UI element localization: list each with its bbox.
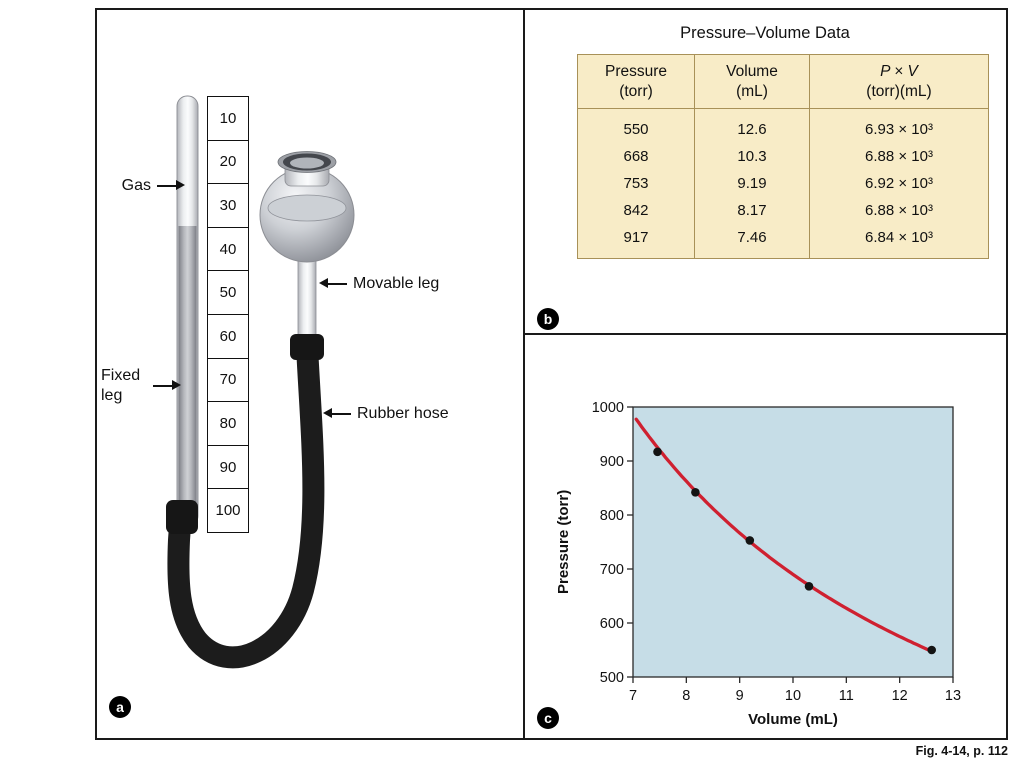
bulb-opening-mercury: [290, 157, 324, 169]
header-line: Volume: [726, 63, 778, 80]
table-row: 550 12.6 6.93 × 10³: [578, 108, 989, 144]
scale-mark: 20: [208, 139, 248, 184]
scale-mark: 10: [219, 109, 237, 127]
figure-frame: 10 20 30 40 50 60 70 80 90 100 Gas Fixed…: [95, 8, 1008, 740]
table-row: 917 7.46 6.84 × 10³: [578, 224, 989, 259]
table-row: 842 8.17 6.88 × 10³: [578, 197, 989, 225]
panel-apparatus: 10 20 30 40 50 60 70 80 90 100 Gas Fixed…: [97, 10, 523, 738]
scale-mark: 90: [208, 444, 248, 489]
table-cell: 842: [623, 202, 649, 220]
table-cell: 6.88 × 10³: [809, 143, 989, 171]
x-tick-label: 12: [892, 688, 908, 704]
header-line: (mL): [736, 83, 768, 101]
table-cell: 12.6: [694, 108, 810, 144]
rubber-hose-label-text: Rubber hose: [357, 405, 449, 422]
right-column: Pressure–Volume Data Pressure (torr) Vol…: [523, 10, 1006, 738]
data-point: [653, 447, 662, 457]
table-cell: 6.92 × 10³: [809, 170, 989, 198]
x-tick-label: 9: [736, 688, 744, 704]
plot-area: [632, 406, 954, 678]
header-line: P × V: [880, 63, 918, 80]
table-row: 668 10.3 6.88 × 10³: [578, 143, 989, 171]
left-arrow-icon: [323, 407, 351, 420]
y-axis-title: Pressure (torr): [555, 489, 572, 595]
panel-c-badge: c: [537, 707, 559, 729]
header-line: (torr)(mL): [866, 83, 932, 101]
data-point: [804, 582, 814, 591]
table-cell: 9.19: [694, 170, 810, 198]
scale-mark: 50: [208, 270, 248, 314]
data-point: [691, 488, 700, 497]
rubber-hose-label: Rubber hose: [323, 404, 449, 424]
table-cell: 10.3: [694, 143, 810, 171]
pressure-volume-table: Pressure (torr) Volume (mL) P × V (torr)…: [577, 54, 989, 260]
table-cell: 917: [623, 229, 649, 247]
x-tick-label: 11: [839, 688, 854, 704]
gas-label: Gas: [103, 176, 185, 196]
hose-connector-bottom: [166, 500, 198, 534]
header-line: Pressure: [604, 63, 668, 80]
pressure-header: Pressure (torr): [577, 54, 695, 110]
pv-curve: [634, 417, 934, 653]
data-point: [927, 645, 936, 655]
y-tick-label: 900: [600, 454, 624, 470]
pv-chart: 500 600 700 800 900 1000 7 8 9 10 11 12 13: [592, 400, 961, 704]
movable-leg-label: Movable leg: [319, 274, 440, 294]
j-tube-apparatus-drawing: [166, 95, 355, 669]
table-cell: 7.46: [694, 224, 810, 259]
table-cell: 6.88 × 10³: [809, 197, 989, 225]
table-cell: 753: [623, 175, 649, 193]
table-title: Pressure–Volume Data: [680, 24, 850, 42]
table-cell: 668: [623, 148, 649, 166]
panel-pv-plot: Pressure (torr) 500 600 700 800 900 1000 7 8 9 10…: [525, 335, 1006, 738]
header-line: (torr): [619, 83, 653, 101]
scale-mark: 70: [208, 357, 248, 402]
right-arrow-icon: [157, 179, 185, 192]
table-cell: 6.93 × 10³: [809, 108, 989, 144]
x-tick-label: 8: [682, 688, 690, 704]
y-tick-label: 1000: [592, 400, 624, 416]
scale-mark: 80: [208, 401, 248, 445]
y-tick-label: 600: [600, 616, 624, 632]
scale-mark: 100: [208, 488, 248, 532]
panel-b-badge: b: [537, 308, 559, 330]
hose-connector-top: [290, 334, 324, 360]
table-cell: 6.84 × 10³: [809, 224, 989, 259]
panel-a-badge: a: [109, 696, 131, 718]
movable-leg-label-text: Movable leg: [353, 275, 440, 292]
table-body: 550 12.6 6.93 × 10³ 668 10.3 6.88 × 10³ …: [578, 108, 989, 259]
left-arrow-icon: [319, 277, 347, 290]
bulb-mercury-surface: [267, 194, 347, 222]
table-cell: 8.17: [694, 197, 810, 225]
scale-mark: 60: [208, 313, 248, 358]
table-cell: 550: [623, 121, 649, 139]
pv-product-header: P × V (torr)(mL): [809, 54, 989, 110]
data-point: [745, 536, 755, 545]
x-tick-label: 13: [945, 688, 961, 704]
gas-label-text: Gas: [121, 177, 151, 194]
y-tick-label: 500: [600, 670, 624, 686]
y-tick-label: 800: [600, 508, 624, 524]
panel-data-table: Pressure–Volume Data Pressure (torr) Vol…: [525, 10, 1006, 335]
x-axis-title: Volume (mL): [748, 711, 838, 728]
volume-header: Volume (mL): [694, 54, 810, 110]
scale-mark: 30: [208, 183, 248, 227]
x-tick-label: 10: [785, 688, 801, 704]
x-tick-label: 7: [629, 688, 637, 704]
scale-mark: 40: [208, 226, 248, 271]
y-tick-label: 700: [600, 562, 624, 578]
mercury-column: [178, 226, 197, 508]
table-header: Pressure (torr) Volume (mL) P × V (torr)…: [577, 54, 989, 110]
table-row: 753 9.19 6.92 × 10³: [578, 170, 989, 198]
figure-caption: Fig. 4-14, p. 112: [915, 744, 1008, 758]
right-arrow-icon: [153, 379, 181, 392]
fixed-leg-label-text: Fixed leg: [101, 367, 141, 404]
movable-leg-stem: [297, 257, 317, 347]
fixed-leg-label: Fixed leg: [101, 366, 181, 406]
mercury-scale: 10 20 30 40 50 60 70 80 90 100: [207, 96, 249, 533]
rubber-hose: [167, 335, 325, 669]
header-row: Pressure (torr) Volume (mL) P × V (torr)…: [577, 54, 989, 110]
